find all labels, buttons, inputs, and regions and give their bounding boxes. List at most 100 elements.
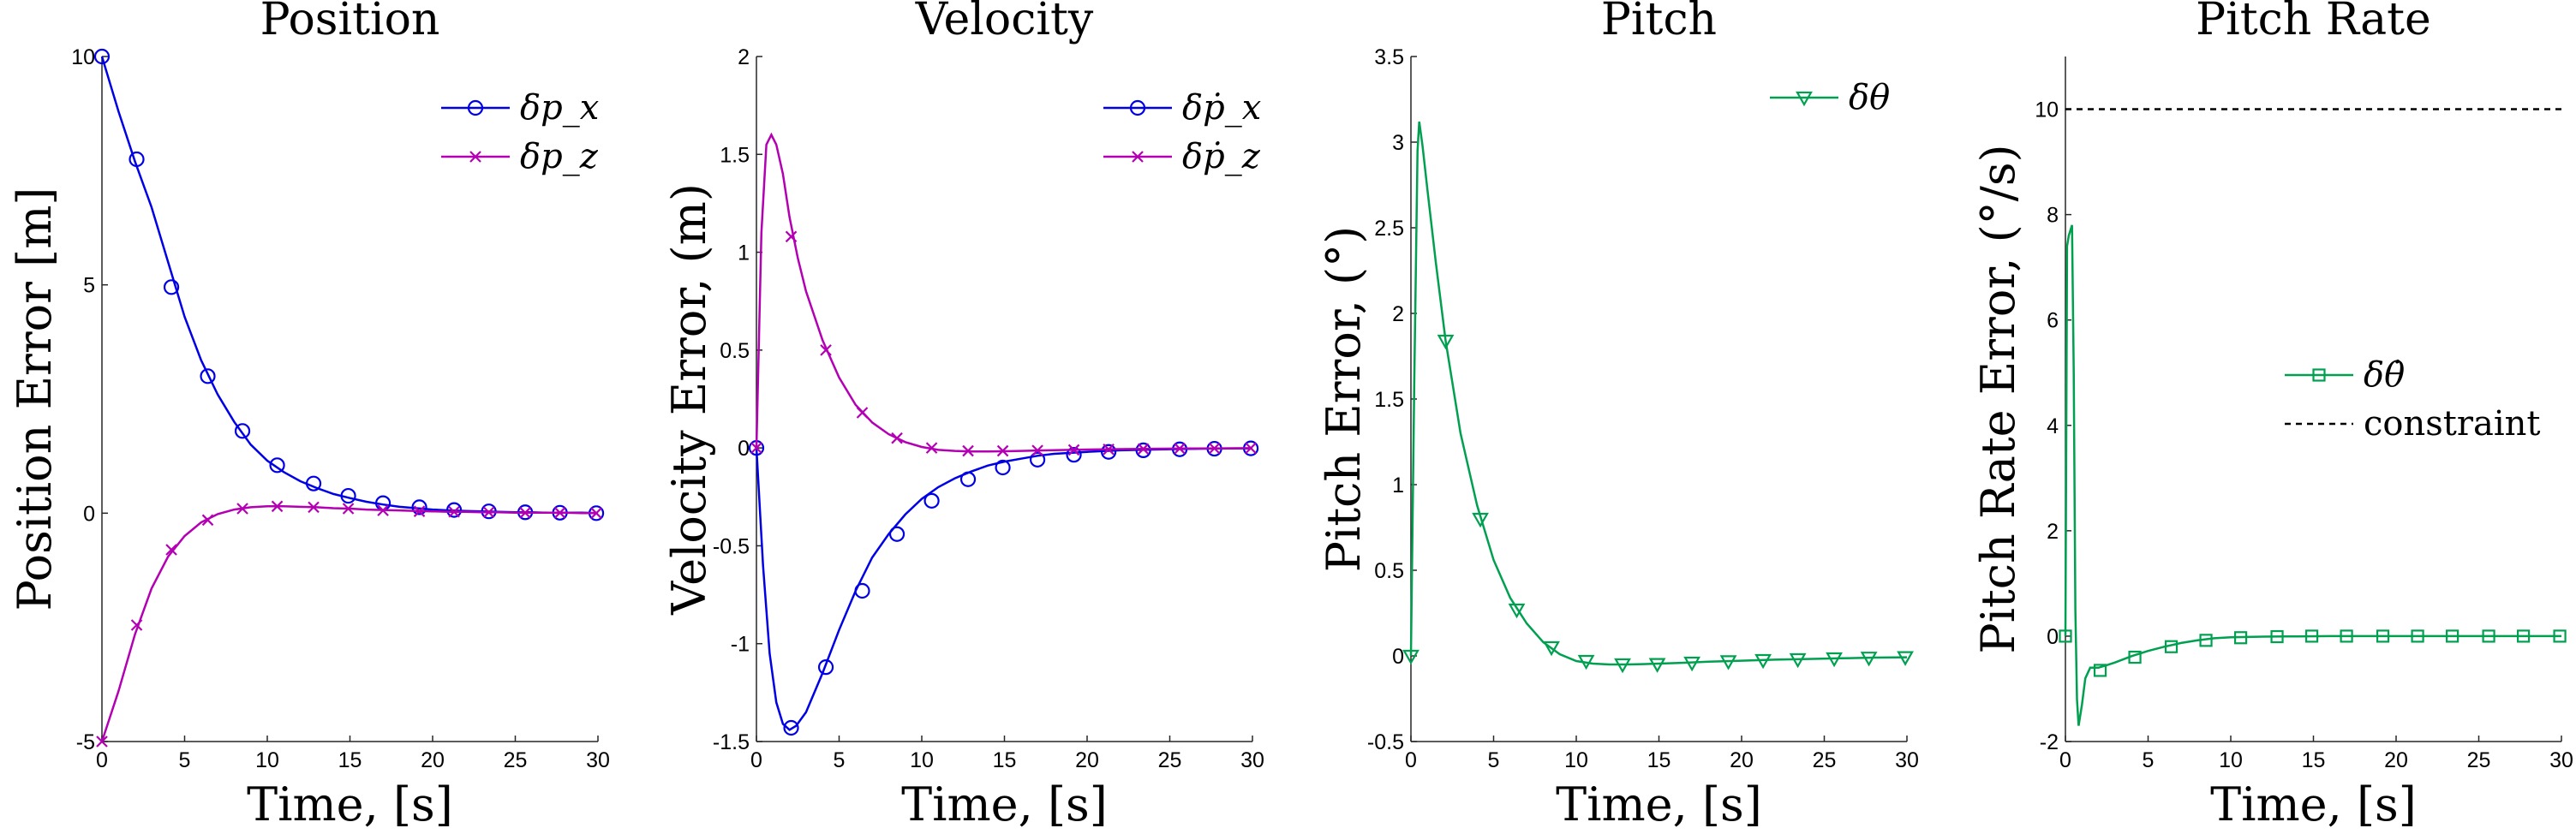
y-tick-label: 3.5 <box>1374 45 1404 69</box>
y-tick-label: 1.5 <box>720 143 750 167</box>
chart-panel-1: Velocity 0 5 10 15 20 25 30 -1.5 -1 -0.5 0 0.5 1 1.5 2 T… <box>662 0 1264 831</box>
data-point <box>2164 640 2179 653</box>
data-point <box>925 442 938 454</box>
data-point <box>996 444 1009 457</box>
data-point <box>448 505 460 518</box>
x-tick-label: 25 <box>1813 748 1837 772</box>
data-point <box>2304 629 2319 643</box>
data-point <box>482 506 495 519</box>
data-point <box>130 619 143 631</box>
x-tick-label: 0 <box>96 748 108 772</box>
data-point <box>1683 656 1700 672</box>
x-tick-label: 25 <box>1158 748 1182 772</box>
data-point <box>1100 444 1117 460</box>
data-point <box>163 279 180 295</box>
data-point <box>271 500 284 513</box>
data-point <box>817 659 834 676</box>
data-point <box>96 736 108 748</box>
x-tick-label: 5 <box>834 748 846 772</box>
x-tick-label: 25 <box>2467 748 2491 772</box>
legend-label: δp_x <box>520 88 599 128</box>
data-point <box>1066 447 1082 463</box>
data-point <box>1897 651 1914 666</box>
data-point <box>2270 629 2284 644</box>
data-point <box>2093 664 2107 677</box>
series-line-0 <box>1409 121 1908 666</box>
x-tick-label: 5 <box>1488 748 1500 772</box>
y-axis-label: Pitch Error, (°) <box>1317 226 1371 572</box>
data-point <box>750 442 762 454</box>
x-tick-label: 20 <box>1730 748 1754 772</box>
data-point <box>962 444 974 457</box>
y-tick-label: 10 <box>2035 98 2059 122</box>
chart-title: Velocity <box>915 0 1094 45</box>
data-point <box>2059 629 2072 643</box>
data-point <box>1137 443 1150 456</box>
data-point <box>1508 603 1526 619</box>
data-point <box>1648 658 1666 673</box>
data-point <box>1029 451 1046 468</box>
x-tick-label: 10 <box>255 748 279 772</box>
x-tick-label: 0 <box>2059 748 2071 772</box>
data-point <box>1614 658 1631 674</box>
data-point <box>820 344 832 356</box>
x-tick-label: 15 <box>993 748 1017 772</box>
x-tick-label: 20 <box>1075 748 1099 772</box>
y-tick-label: 8 <box>2047 204 2059 228</box>
data-point <box>1543 640 1560 657</box>
data-point <box>1472 512 1489 528</box>
legend-marker <box>1129 99 1146 116</box>
y-axis-label: Position Error [m] <box>8 188 62 611</box>
data-point <box>377 504 389 516</box>
y-tick-label: -1.5 <box>713 730 750 754</box>
legend-label: δθ <box>1849 78 1890 117</box>
y-tick-label: -1 <box>731 633 750 657</box>
x-tick-label: 5 <box>2143 748 2155 772</box>
data-point <box>308 501 320 514</box>
data-point <box>236 503 248 515</box>
chart-title: Pitch <box>1601 0 1717 45</box>
y-tick-label: 0.5 <box>1374 559 1404 583</box>
chart-title: Pitch Rate <box>2196 0 2431 45</box>
x-tick-label: 10 <box>2219 748 2243 772</box>
legend-marker <box>467 99 484 116</box>
x-tick-label: 15 <box>2302 748 2326 772</box>
x-tick-label: 5 <box>179 748 191 772</box>
series-line-0 <box>2064 224 2561 726</box>
data-point <box>129 151 145 168</box>
data-point <box>1860 652 1878 667</box>
series-line-1 <box>100 505 598 742</box>
legend-label: constraint <box>2364 404 2540 444</box>
y-tick-label: 0 <box>738 437 750 461</box>
data-point <box>342 503 355 515</box>
x-tick-label: 10 <box>1564 748 1588 772</box>
x-axis-label: Time, [s] <box>901 777 1108 831</box>
data-point <box>590 507 602 520</box>
data-point <box>1577 654 1595 670</box>
data-point <box>1103 443 1115 456</box>
data-point <box>1754 653 1772 670</box>
x-tick-label: 0 <box>750 748 762 772</box>
data-point <box>2517 629 2531 643</box>
data-point <box>1174 443 1186 455</box>
data-point <box>445 502 463 518</box>
data-point <box>269 457 285 474</box>
y-tick-label: 10 <box>71 45 95 69</box>
x-tick-label: 10 <box>910 748 934 772</box>
data-point <box>2199 634 2213 647</box>
y-tick-label: 0 <box>1392 645 1404 669</box>
data-point <box>854 582 870 599</box>
x-tick-label: 20 <box>421 748 445 772</box>
data-point <box>1031 444 1043 456</box>
data-point <box>995 459 1011 476</box>
legend-marker <box>2312 368 2326 382</box>
x-axis-label: Time, [s] <box>247 777 453 831</box>
data-point <box>1067 444 1080 456</box>
data-point <box>2233 631 2248 645</box>
x-tick-label: 15 <box>338 748 362 772</box>
x-axis-label: Time, [s] <box>2210 777 2417 831</box>
data-point <box>1208 442 1221 455</box>
